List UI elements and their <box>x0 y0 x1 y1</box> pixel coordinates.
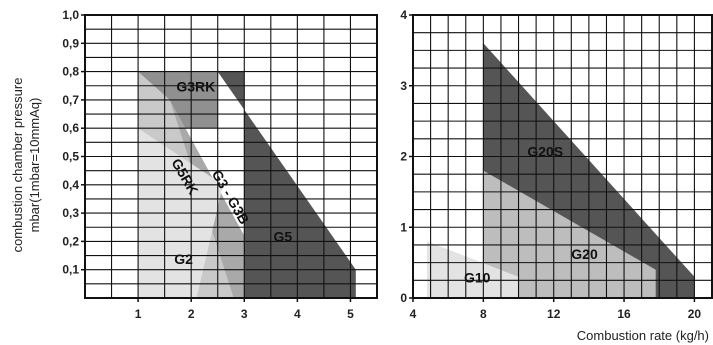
y-tick-label: 1 <box>400 220 407 234</box>
region-g10 <box>427 241 519 298</box>
y-tick-label: 0,5 <box>62 150 79 164</box>
y-tick-label: 3 <box>400 79 407 93</box>
x-tick-label: 16 <box>617 307 631 321</box>
y-tick-label: 0 <box>400 291 407 305</box>
x-tick-label: 4 <box>410 307 417 321</box>
region-label-g2: G2 <box>174 251 193 267</box>
region-label-g5: G5 <box>273 228 292 244</box>
region-label-g3rk: G3RK <box>176 78 215 94</box>
region-label-g20s: G20S <box>527 144 563 160</box>
grid <box>85 15 377 298</box>
y-tick-label: 0,8 <box>62 65 79 79</box>
y-tick-label: 0,4 <box>62 178 79 192</box>
x-tick-label: 1 <box>135 307 142 321</box>
y-tick-label: 4 <box>400 8 407 22</box>
x-tick-label: 2 <box>188 307 195 321</box>
x-tick-label: 20 <box>688 307 702 321</box>
y-tick-label: 0,2 <box>62 234 79 248</box>
y-tick-label: 0,6 <box>62 121 79 135</box>
grid <box>413 15 712 298</box>
y-tick-label: 0,9 <box>62 36 79 50</box>
y-tick-label: 0,1 <box>62 263 79 277</box>
region-g20 <box>483 170 656 298</box>
y-axis-label-line-2: mbar(1mbar=10mmAq) <box>27 98 42 233</box>
y-axis-label-line-1: combustion chamber pressure <box>10 78 25 253</box>
region-label-g10: G10 <box>464 269 491 285</box>
x-axis-label: Combustion rate (kg/h) <box>577 328 709 343</box>
x-tick-label: 4 <box>294 307 301 321</box>
x-tick-label: 5 <box>347 307 354 321</box>
x-tick-label: 12 <box>547 307 561 321</box>
y-tick-label: 0,7 <box>62 93 79 107</box>
x-tick-label: 8 <box>480 307 487 321</box>
y-tick-label: 0,3 <box>62 206 79 220</box>
x-tick-label: 3 <box>241 307 248 321</box>
region-label-g20: G20 <box>571 246 598 262</box>
y-tick-label: 1,0 <box>62 8 79 22</box>
y-tick-label: 2 <box>400 150 407 164</box>
